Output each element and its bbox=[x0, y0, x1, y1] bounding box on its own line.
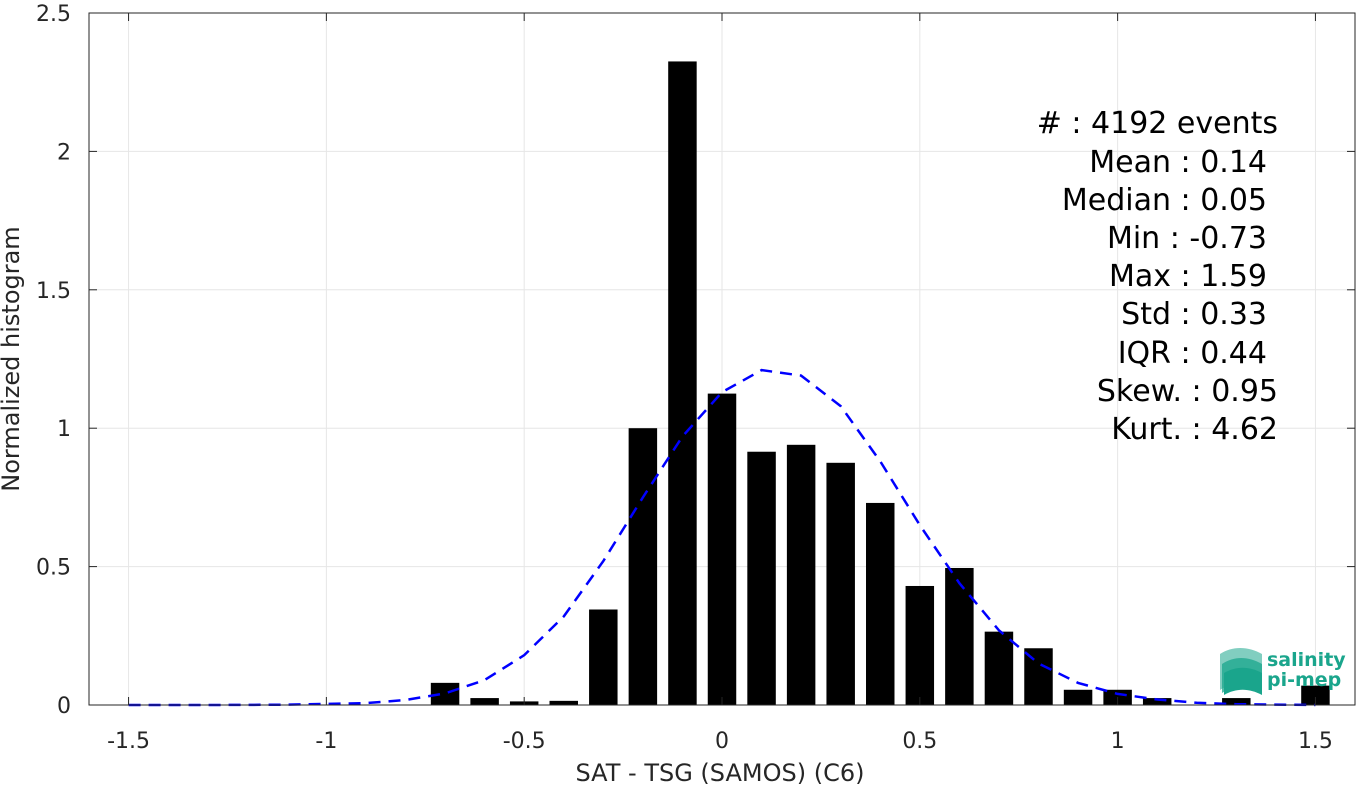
histogram-bar bbox=[905, 585, 935, 705]
statistics-annotation: # : 4192 events Mean : 0.14 Median : 0.0… bbox=[1037, 106, 1278, 447]
x-axis-label: SAT - TSG (SAMOS) (C6) bbox=[576, 759, 865, 785]
histogram-bar bbox=[747, 451, 776, 705]
histogram-bar bbox=[826, 462, 855, 705]
logo-text-pi-mep: pi-mep bbox=[1267, 669, 1341, 691]
stat-kurt: Kurt. : 4.62 bbox=[1111, 412, 1278, 447]
stat-skew: Skew. : 0.95 bbox=[1097, 374, 1278, 409]
stat-max: Max : 1.59 bbox=[1109, 259, 1267, 294]
stat-events: # : 4192 events bbox=[1037, 106, 1278, 141]
stat-std: Std : 0.33 bbox=[1121, 297, 1267, 332]
x-tick-label: 1.5 bbox=[1298, 729, 1333, 754]
y-tick-label: 0 bbox=[57, 694, 71, 719]
stat-min: Min : -0.73 bbox=[1107, 221, 1267, 256]
histogram-bar bbox=[628, 428, 658, 705]
y-tick-label: 0.5 bbox=[36, 556, 71, 581]
histogram-bar bbox=[668, 61, 697, 705]
y-tick-label: 2 bbox=[57, 140, 71, 165]
histogram-bar bbox=[1142, 698, 1172, 705]
histogram-bar bbox=[589, 609, 618, 705]
waves-icon bbox=[1220, 648, 1262, 695]
stat-iqr: IQR : 0.44 bbox=[1118, 336, 1267, 371]
histogram-bar bbox=[1222, 698, 1251, 705]
histogram-bar bbox=[707, 393, 737, 705]
normal-fit-curve bbox=[128, 368, 1316, 707]
histogram-bars bbox=[430, 61, 1330, 705]
y-tick-label: 1 bbox=[57, 417, 71, 442]
x-tick-labels: -1.5 -1 -0.5 0 0.5 1 1.5 bbox=[107, 729, 1333, 754]
logo-text-salinity: salinity bbox=[1267, 649, 1346, 671]
histogram-bar bbox=[549, 700, 578, 705]
histogram-bar bbox=[470, 698, 499, 705]
x-tick-label: 0.5 bbox=[902, 729, 937, 754]
histogram-bar bbox=[1301, 685, 1330, 705]
y-tick-labels: 0 0.5 1 1.5 2 2.5 bbox=[36, 2, 71, 719]
stat-median: Median : 0.05 bbox=[1062, 183, 1267, 218]
x-tick-label: -1.5 bbox=[107, 729, 150, 754]
x-tick-label: 0 bbox=[715, 729, 729, 754]
histogram-bar bbox=[1063, 689, 1093, 705]
x-tick-label: -0.5 bbox=[503, 729, 546, 754]
axis-ticks bbox=[89, 12, 1355, 706]
stat-mean: Mean : 0.14 bbox=[1089, 145, 1267, 180]
y-axis-label: Normalized histogram bbox=[0, 226, 25, 491]
salinity-pi-mep-logo: salinity pi-mep bbox=[1220, 648, 1346, 695]
histogram-bar bbox=[945, 567, 974, 705]
histogram-bar bbox=[984, 631, 1014, 705]
x-tick-label: 1 bbox=[1111, 729, 1125, 754]
y-tick-label: 2.5 bbox=[36, 2, 71, 27]
histogram-bar bbox=[786, 444, 816, 705]
x-tick-label: -1 bbox=[315, 729, 337, 754]
histogram-bar bbox=[1024, 648, 1053, 705]
histogram-bar bbox=[866, 502, 895, 705]
y-tick-label: 1.5 bbox=[36, 279, 71, 304]
histogram-bar bbox=[430, 682, 460, 705]
